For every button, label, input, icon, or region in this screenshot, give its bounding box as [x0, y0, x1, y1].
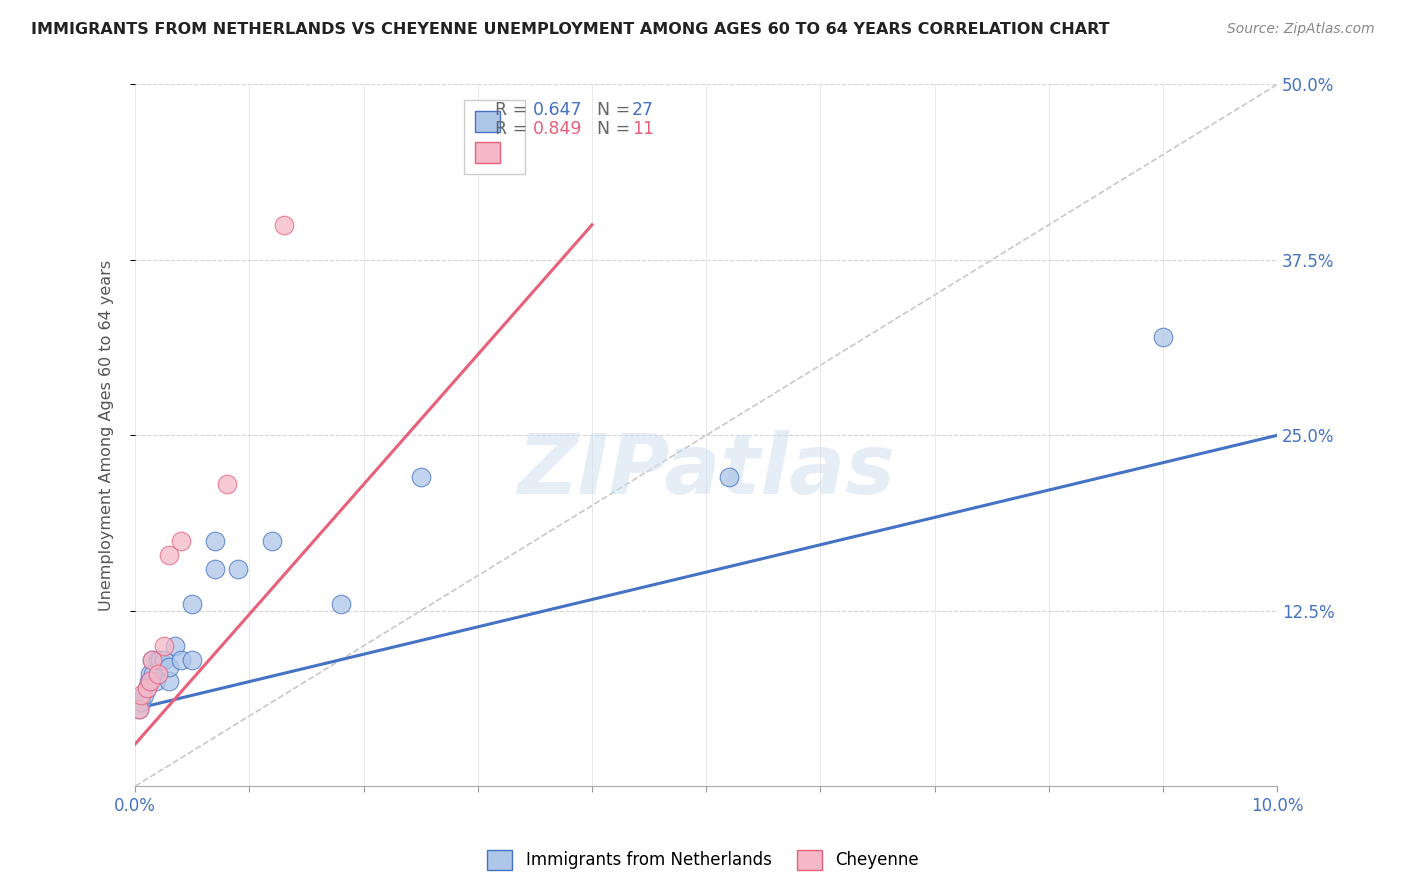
Point [159, 660, 181, 674]
Point [141, 653, 163, 667]
Text: 11: 11 [633, 120, 654, 137]
Text: R =: R = [495, 120, 533, 137]
Point [262, 533, 284, 548]
Text: N =: N = [596, 120, 636, 137]
Point [135, 681, 157, 695]
Point [165, 639, 187, 653]
Point [141, 653, 163, 667]
Text: 0.647: 0.647 [533, 102, 582, 120]
Text: ZIPatlas: ZIPatlas [517, 430, 896, 511]
Point [159, 548, 181, 562]
Legend: , : , [464, 101, 526, 174]
Point [129, 695, 152, 709]
Point [128, 702, 150, 716]
Point [409, 470, 432, 484]
Point [170, 653, 193, 667]
Point [134, 688, 156, 702]
Point [329, 597, 352, 611]
Point [135, 681, 157, 695]
Point [226, 561, 249, 575]
Text: Source: ZipAtlas.com: Source: ZipAtlas.com [1227, 22, 1375, 37]
Point [142, 666, 165, 681]
Point [273, 218, 295, 232]
Point [138, 673, 160, 688]
Point [128, 702, 150, 716]
Point [149, 653, 172, 667]
Point [170, 533, 193, 548]
Point [1152, 330, 1174, 344]
Point [204, 561, 226, 575]
Point [129, 688, 152, 702]
Point [139, 666, 162, 681]
Point [146, 653, 169, 667]
Point [159, 673, 181, 688]
Point [152, 639, 174, 653]
Point [204, 533, 226, 548]
Point [139, 673, 162, 688]
Point [181, 597, 204, 611]
Text: R =: R = [495, 102, 533, 120]
Legend: Immigrants from Netherlands, Cheyenne: Immigrants from Netherlands, Cheyenne [481, 843, 925, 877]
Point [146, 666, 169, 681]
Point [152, 653, 174, 667]
Point [215, 477, 238, 491]
Point [181, 653, 204, 667]
Text: IMMIGRANTS FROM NETHERLANDS VS CHEYENNE UNEMPLOYMENT AMONG AGES 60 TO 64 YEARS C: IMMIGRANTS FROM NETHERLANDS VS CHEYENNE … [31, 22, 1109, 37]
Point [718, 470, 741, 484]
Text: N =: N = [596, 102, 636, 120]
Y-axis label: Unemployment Among Ages 60 to 64 years: Unemployment Among Ages 60 to 64 years [100, 260, 114, 611]
Point [145, 673, 167, 688]
Text: 27: 27 [633, 102, 654, 120]
Point [146, 666, 169, 681]
Text: 0.849: 0.849 [533, 120, 582, 137]
